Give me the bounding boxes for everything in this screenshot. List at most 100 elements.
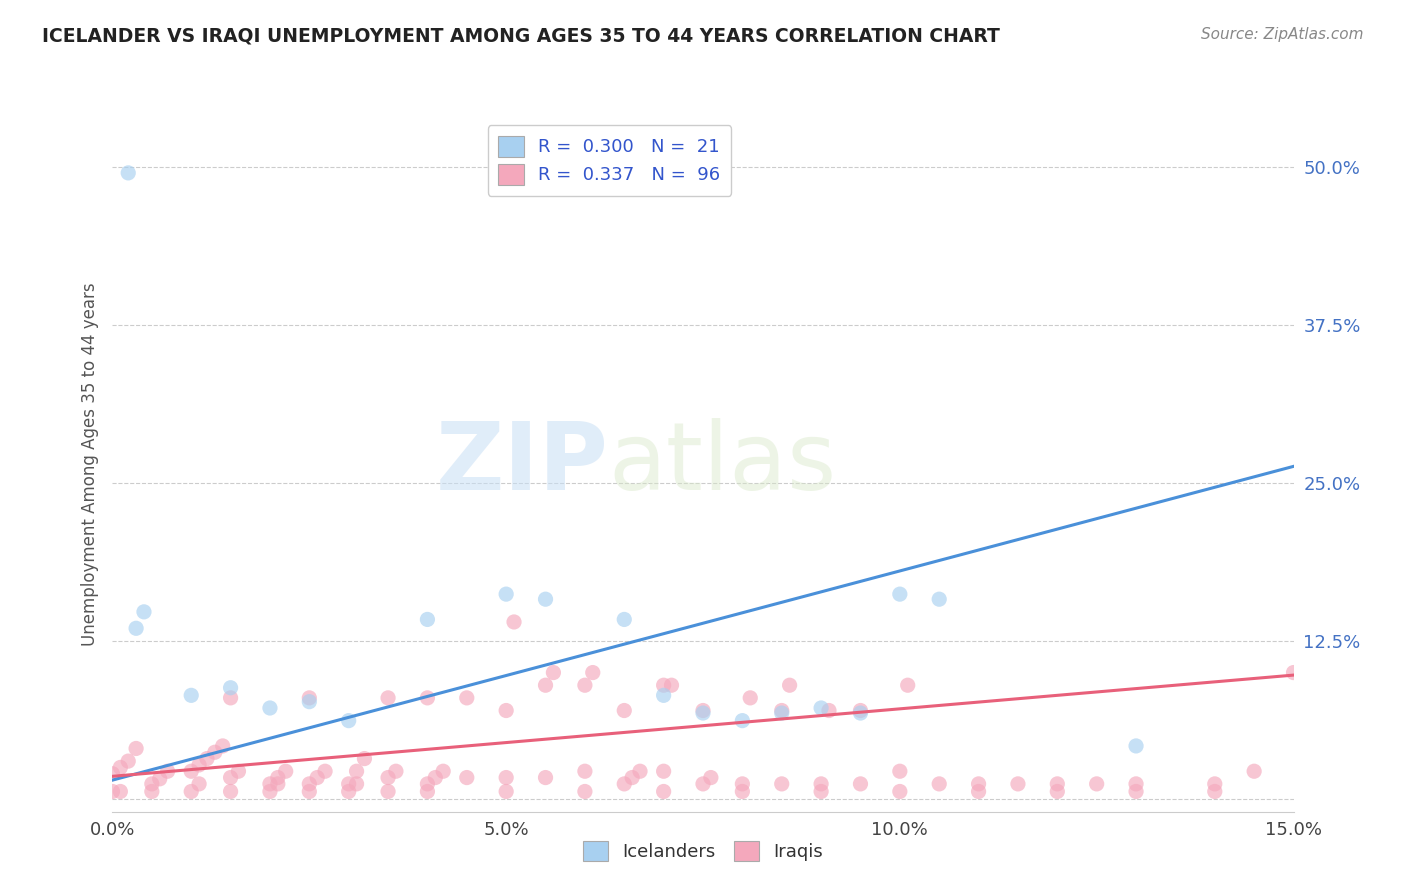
Text: ICELANDER VS IRAQI UNEMPLOYMENT AMONG AGES 35 TO 44 YEARS CORRELATION CHART: ICELANDER VS IRAQI UNEMPLOYMENT AMONG AG… [42, 27, 1000, 45]
Point [652, 764, 675, 779]
Point [416, 784, 439, 798]
Point [337, 777, 360, 791]
Point [219, 681, 242, 695]
Point [495, 587, 517, 601]
Point [416, 612, 439, 626]
Point [377, 690, 399, 705]
Point [692, 706, 714, 720]
Point [298, 777, 321, 791]
Point [582, 665, 605, 680]
Point [377, 771, 399, 785]
Point [889, 764, 911, 779]
Point [849, 777, 872, 791]
Point [810, 777, 832, 791]
Point [314, 764, 336, 779]
Point [110, 784, 132, 798]
Point [495, 784, 517, 798]
Point [298, 784, 321, 798]
Point [731, 784, 754, 798]
Point [353, 751, 375, 765]
Point [810, 784, 832, 798]
Point [110, 760, 132, 774]
Point [770, 777, 793, 791]
Point [1046, 777, 1069, 791]
Point [432, 764, 454, 779]
Point [652, 678, 675, 692]
Point [889, 587, 911, 601]
Point [849, 704, 872, 718]
Point [700, 771, 723, 785]
Point [259, 701, 281, 715]
Point [416, 690, 439, 705]
Point [219, 771, 242, 785]
Point [818, 704, 841, 718]
Point [125, 621, 148, 635]
Point [621, 771, 644, 785]
Point [967, 784, 990, 798]
Point [1007, 777, 1029, 791]
Point [298, 690, 321, 705]
Point [267, 777, 290, 791]
Point [259, 784, 281, 798]
Point [1243, 764, 1265, 779]
Point [1204, 784, 1226, 798]
Point [1204, 777, 1226, 791]
Point [897, 678, 920, 692]
Point [543, 665, 565, 680]
Point [259, 777, 281, 791]
Point [132, 605, 155, 619]
Point [188, 758, 211, 772]
Point [652, 689, 675, 703]
Point [1282, 665, 1305, 680]
Point [149, 772, 172, 786]
Point [692, 704, 714, 718]
Point [810, 701, 832, 715]
Point [740, 690, 762, 705]
Point [101, 784, 124, 798]
Point [495, 704, 517, 718]
Point [101, 766, 124, 780]
Point [385, 764, 408, 779]
Point [195, 751, 218, 765]
Point [180, 689, 202, 703]
Point [219, 784, 242, 798]
Point [141, 784, 163, 798]
Point [574, 678, 596, 692]
Legend: Icelanders, Iraqis: Icelanders, Iraqis [572, 830, 834, 872]
Point [928, 592, 950, 607]
Point [889, 784, 911, 798]
Point [228, 764, 250, 779]
Point [692, 777, 714, 791]
Point [779, 678, 801, 692]
Point [188, 777, 211, 791]
Text: atlas: atlas [609, 417, 837, 510]
Point [456, 771, 478, 785]
Point [267, 771, 290, 785]
Point [156, 764, 179, 779]
Point [967, 777, 990, 791]
Y-axis label: Unemployment Among Ages 35 to 44 years: Unemployment Among Ages 35 to 44 years [80, 282, 98, 646]
Point [534, 678, 557, 692]
Point [307, 771, 329, 785]
Point [274, 764, 297, 779]
Point [1125, 739, 1147, 753]
Point [298, 695, 321, 709]
Point [534, 771, 557, 785]
Point [849, 706, 872, 720]
Point [117, 166, 139, 180]
Point [652, 784, 675, 798]
Point [574, 784, 596, 798]
Point [534, 592, 557, 607]
Point [731, 714, 754, 728]
Point [574, 764, 596, 779]
Point [503, 615, 526, 629]
Point [125, 741, 148, 756]
Point [456, 690, 478, 705]
Point [628, 764, 651, 779]
Point [337, 714, 360, 728]
Text: Source: ZipAtlas.com: Source: ZipAtlas.com [1201, 27, 1364, 42]
Point [1125, 784, 1147, 798]
Point [377, 784, 399, 798]
Point [180, 764, 202, 779]
Point [346, 777, 368, 791]
